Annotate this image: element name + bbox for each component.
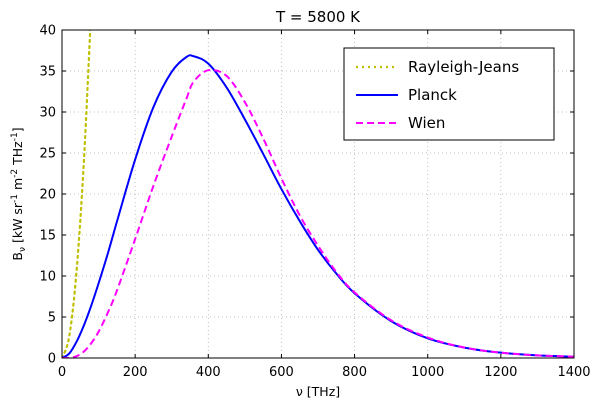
- x-tick-label: 1000: [411, 365, 444, 380]
- x-tick-label: 1400: [557, 365, 590, 380]
- y-axis-label: Bν [kW sr-1 m-2 THz-1]: [10, 127, 28, 260]
- y-tick-label: 0: [48, 352, 56, 367]
- x-axis-label: ν [THz]: [296, 384, 340, 399]
- x-tick-labels: 0 200 400 600 800 1000 1200 1400: [58, 365, 591, 380]
- x-tick-label: 1200: [484, 365, 517, 380]
- y-tick-label: 35: [39, 65, 56, 80]
- series-layer: [62, 30, 574, 358]
- legend: Rayleigh-Jeans Planck Wien: [343, 47, 555, 141]
- x-tick-label: 400: [196, 365, 221, 380]
- y-tick-label: 15: [39, 229, 56, 244]
- x-tick-label: 0: [58, 365, 66, 380]
- y-tick-label: 10: [39, 270, 56, 285]
- legend-label-rayleigh-jeans: Rayleigh-Jeans: [408, 58, 519, 76]
- legend-label-wien: Wien: [408, 114, 445, 132]
- grid: [62, 30, 574, 358]
- y-tick-label: 5: [48, 311, 56, 326]
- y-tick-label: 30: [39, 106, 56, 121]
- series-line-rayleigh-jeans: [62, 30, 92, 358]
- x-tick-label: 200: [123, 365, 148, 380]
- series-line-wien: [62, 68, 574, 358]
- x-tick-label: 800: [342, 365, 367, 380]
- y-tick-labels: 0 5 10 15 20 25 30 35 40: [39, 24, 56, 367]
- x-tick-label: 600: [269, 365, 294, 380]
- chart-title: T = 5800 K: [275, 8, 361, 26]
- y-tick-label: 40: [39, 24, 56, 39]
- ticks: [61, 29, 575, 359]
- y-tick-label: 25: [39, 147, 56, 162]
- legend-label-planck: Planck: [408, 86, 457, 104]
- y-tick-label: 20: [39, 188, 56, 203]
